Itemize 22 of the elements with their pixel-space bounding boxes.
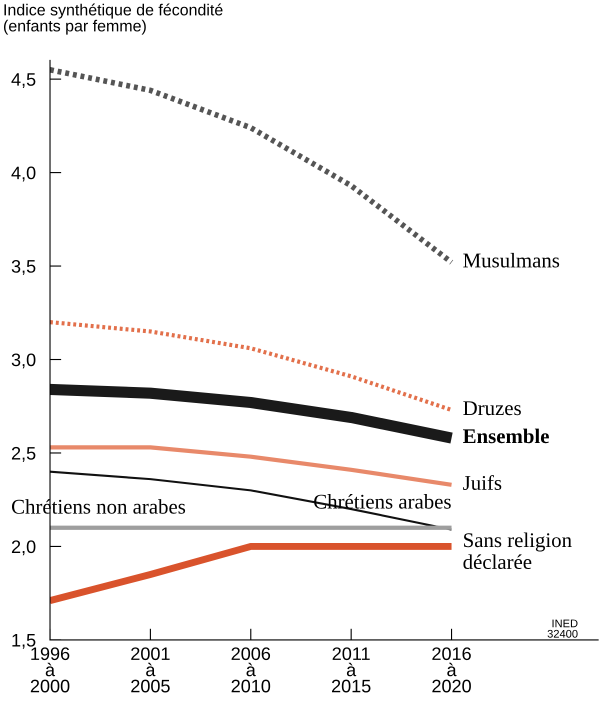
x-tick-label: 2011 à 2015 xyxy=(332,647,370,692)
x-tick-label: 2016 à 2020 xyxy=(432,647,471,692)
series-label: Ensemble xyxy=(463,428,549,444)
line-series xyxy=(50,320,454,412)
y-tick-label: 4,5 xyxy=(11,73,36,88)
x-tick-label: 2006 à 2010 xyxy=(232,647,270,692)
series-label: Druzes xyxy=(463,401,521,416)
y-tick-label: 2,0 xyxy=(12,540,36,556)
x-tick-label: 2001 à 2005 xyxy=(131,647,170,692)
y-tick-label: 2,5 xyxy=(12,446,36,462)
x-tick-label: 1996 à 2000 xyxy=(30,647,70,692)
y-tick-label: 3,0 xyxy=(12,353,36,368)
series-label: Chrétiens arabes xyxy=(314,494,451,509)
line-series xyxy=(50,445,454,487)
series-label: Musulmans xyxy=(463,252,560,268)
series-label: Juifs xyxy=(463,475,502,490)
series-label: Sans religion déclarée xyxy=(463,532,572,570)
y-tick-label: 4,0 xyxy=(11,166,36,182)
y-tick-label: 1,5 xyxy=(12,634,36,649)
y-axis-title: Indice synthétique de fécondité (enfants par femme) xyxy=(4,4,223,35)
y-tick-label: 3,5 xyxy=(12,260,36,275)
text: INED 32400 xyxy=(548,620,578,638)
